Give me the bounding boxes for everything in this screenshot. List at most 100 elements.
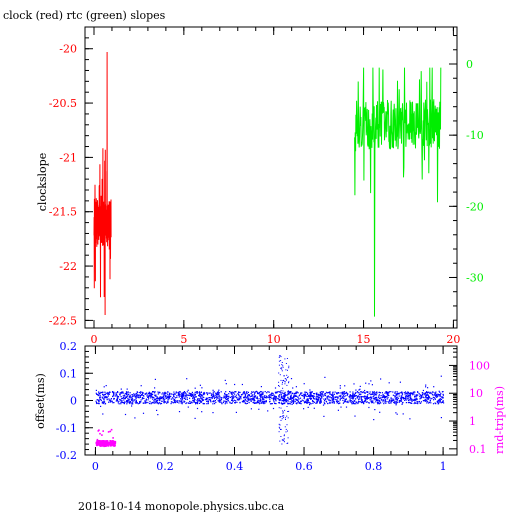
offset-point [186, 394, 188, 396]
offset-point [248, 394, 251, 396]
offset-point [262, 399, 264, 401]
offset-point [381, 392, 383, 394]
offset-point [269, 395, 271, 397]
offset-point [179, 400, 181, 402]
offset-point [340, 392, 342, 394]
offset-point [143, 397, 145, 399]
offset-point [387, 392, 389, 394]
offset-point [281, 364, 283, 366]
offset-point [375, 391, 377, 394]
offset-point [374, 409, 376, 411]
offset-point [307, 406, 309, 408]
offset-point [233, 393, 236, 395]
offset-point [186, 397, 188, 399]
offset-point [344, 398, 346, 401]
offset-point [135, 393, 137, 395]
offset-point [397, 397, 400, 399]
offset-point [329, 402, 331, 404]
offset-point [154, 402, 156, 404]
roundtrip-point [114, 442, 117, 445]
offset-point [419, 394, 421, 396]
offset-point [390, 402, 392, 404]
offset-point [169, 393, 171, 395]
offset-point [214, 403, 216, 405]
offset-point [368, 397, 370, 399]
offset-point [157, 391, 159, 393]
offset-point [163, 393, 166, 395]
offset-point [152, 393, 154, 396]
offset-point [251, 391, 253, 393]
offset-point [351, 395, 353, 397]
offset-point [181, 394, 184, 396]
offset-point [141, 393, 144, 395]
offset-point [263, 401, 265, 404]
offset-point [136, 402, 138, 404]
offset-point [281, 443, 283, 445]
offset-point [121, 401, 123, 404]
offset-point [343, 393, 346, 395]
offset-point [103, 395, 105, 397]
offset-point [167, 400, 169, 402]
offset-point [337, 396, 339, 398]
offset-point [366, 391, 368, 393]
offset-point [424, 398, 426, 401]
offset-point [407, 398, 409, 400]
offset-point [174, 393, 176, 395]
offset-point [141, 391, 143, 393]
offset-point [306, 400, 308, 402]
offset-point [101, 397, 104, 399]
offset-point [331, 399, 333, 401]
offset-point [153, 397, 155, 399]
offset-point [338, 395, 340, 397]
offset-point [165, 392, 167, 394]
offset-point [344, 395, 346, 397]
offset-point [216, 396, 218, 398]
offset-point [432, 396, 434, 398]
offset-point [226, 402, 228, 404]
offset-point [280, 367, 282, 369]
offset-point [282, 387, 284, 389]
offset-point [439, 400, 441, 402]
offset-point [196, 392, 198, 394]
offset-point [218, 389, 220, 391]
offset-point [340, 394, 342, 396]
offset-point [173, 391, 175, 393]
offset-point [240, 398, 242, 400]
offset-point [316, 402, 318, 404]
offset-point [280, 429, 281, 430]
offset-point [429, 400, 431, 402]
offset-point [388, 394, 390, 397]
offset-point [317, 399, 319, 402]
bottom-x-tick-label: 0.2 [156, 460, 174, 473]
offset-point [186, 395, 188, 397]
offset-point [122, 395, 124, 397]
offset-point [310, 398, 312, 400]
offset-point [110, 399, 112, 401]
offset-point [243, 391, 246, 393]
offset-point [126, 403, 128, 405]
offset-point [282, 382, 283, 384]
offset-point [387, 401, 389, 403]
offset-point [231, 396, 233, 398]
top-left-tick-label: -20 [59, 43, 77, 56]
offset-point [443, 402, 445, 404]
offset-point [346, 392, 348, 394]
offset-point [357, 402, 359, 404]
offset-point [278, 372, 280, 374]
offset-point [390, 399, 392, 401]
offset-point [174, 400, 176, 402]
offset-point [350, 395, 352, 397]
offset-point [146, 394, 148, 396]
offset-point [126, 388, 128, 390]
offset-point [175, 391, 177, 393]
offset-point [414, 391, 416, 393]
offset-point [349, 398, 351, 400]
offset-point [238, 391, 240, 393]
offset-point [360, 397, 362, 399]
offset-point [166, 401, 168, 403]
offset-point [388, 400, 391, 402]
offset-point [441, 391, 443, 393]
offset-point [333, 402, 335, 404]
offset-point [271, 392, 273, 394]
bottom-y-axis-label: offset(ms) [34, 373, 47, 429]
